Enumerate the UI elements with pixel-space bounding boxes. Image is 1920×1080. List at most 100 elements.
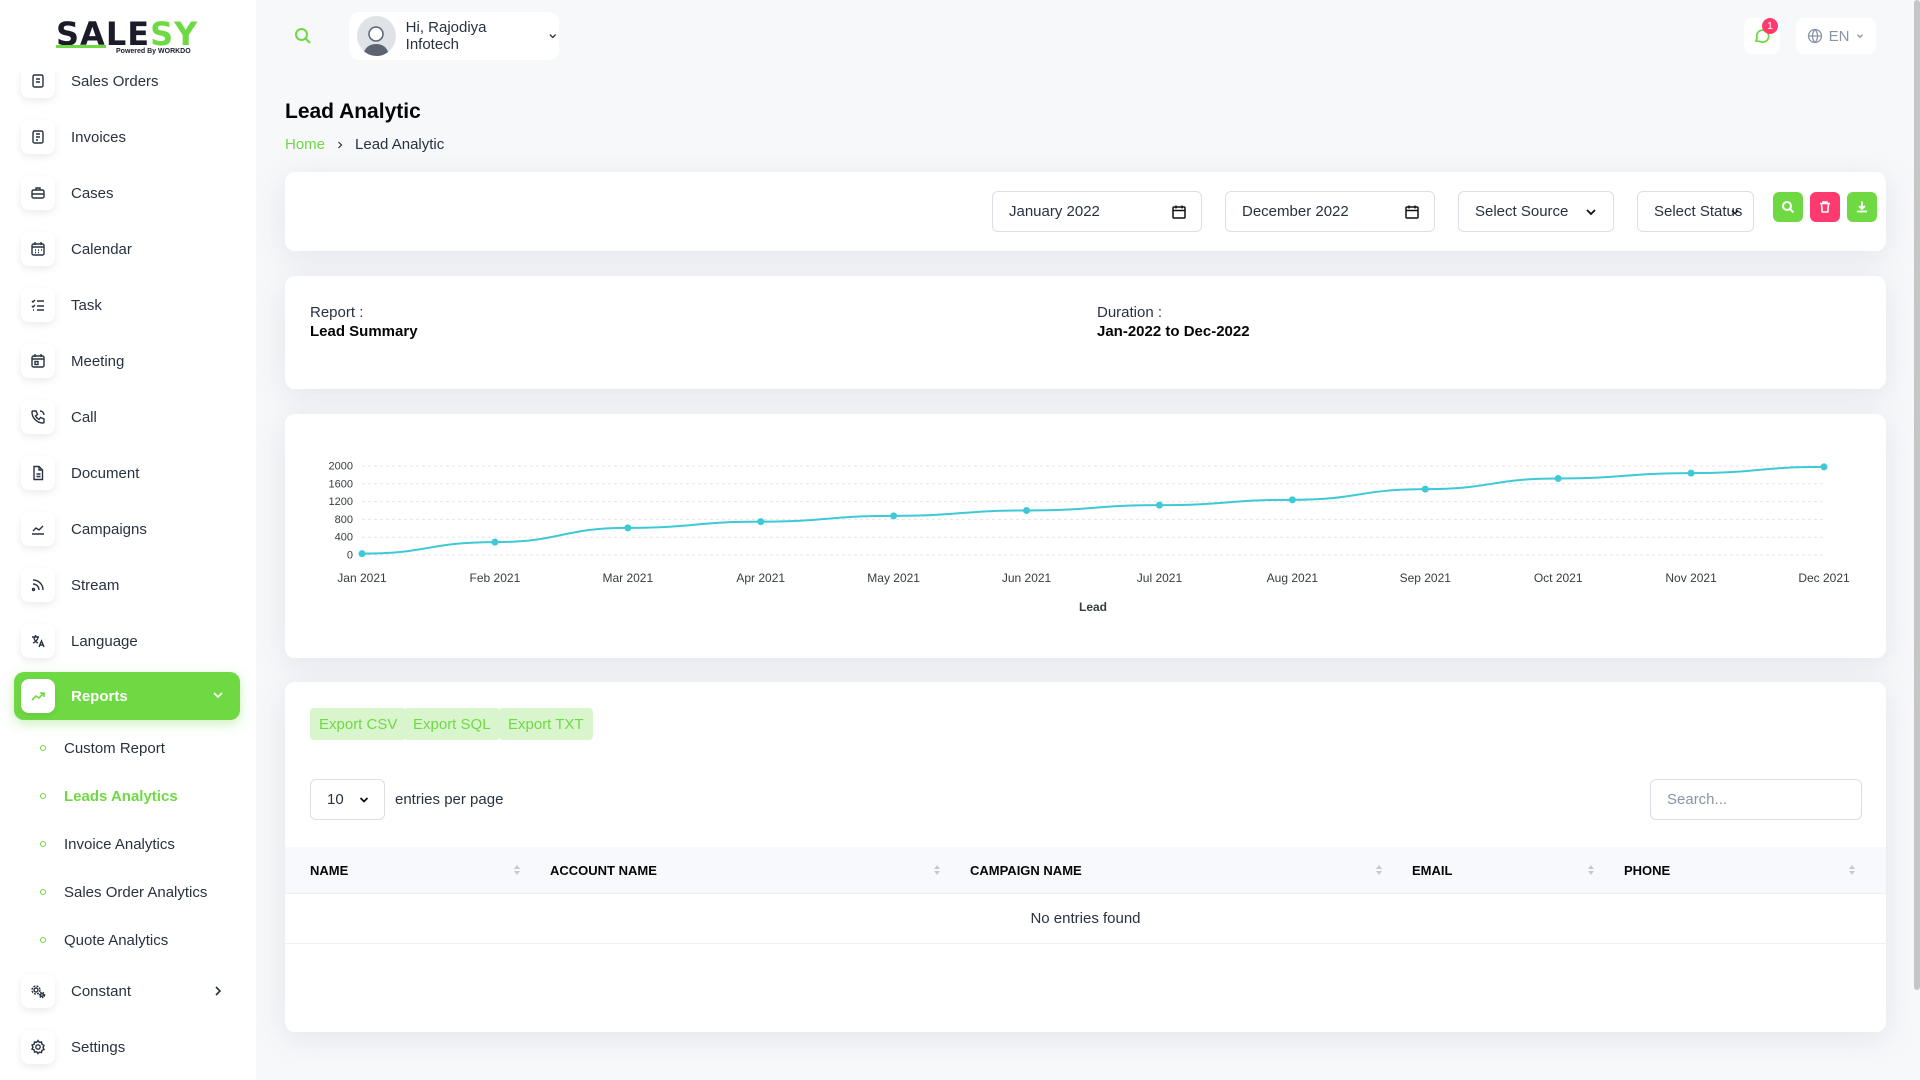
entries-per-page-select[interactable]: 10 (310, 779, 385, 820)
sort-icon[interactable] (513, 862, 521, 878)
sidebar-item-stream[interactable]: Stream (14, 562, 240, 608)
sidebar-item-constant[interactable]: Constant (14, 968, 240, 1014)
chart-x-tick-label: Jun 2021 (1002, 571, 1052, 585)
top-bar: Hi, Rajodiya Infotech 1 EN (256, 0, 1916, 72)
duration-value: Jan-2022 to Dec-2022 (1097, 323, 1250, 340)
briefcase-icon (21, 176, 55, 210)
sidebar-item-settings[interactable]: Settings (14, 1024, 240, 1070)
column-header-account-name[interactable]: ACCOUNT NAME (550, 863, 657, 878)
sidebar-item-label: Task (71, 296, 102, 314)
table-header: NAME ACCOUNT NAME CAMPAIGN NAME EMAIL PH… (285, 847, 1886, 894)
chart-x-tick-label: Nov 2021 (1665, 571, 1717, 585)
sidebar-item-label: Call (71, 408, 97, 426)
brand-logo[interactable]: SALESY Powered By WORKDO (0, 0, 256, 72)
chevron-down-icon (549, 34, 557, 39)
chart-y-tick-label: 0 (347, 550, 353, 562)
sidebar-subitem-invoice-analytics[interactable]: Invoice Analytics (40, 832, 175, 856)
sidebar-item-label: Stream (71, 576, 120, 594)
sidebar-item-label: Meeting (71, 352, 125, 370)
sidebar-item-campaigns[interactable]: Campaigns (14, 506, 240, 552)
chart-data-point (1554, 474, 1562, 482)
sort-icon[interactable] (933, 862, 941, 878)
end-month-input[interactable]: December 2022 (1225, 191, 1435, 232)
chart-data-point (1820, 463, 1828, 471)
column-header-campaign-name[interactable]: CAMPAIGN NAME (970, 863, 1082, 878)
sidebar: SALESY Powered By WORKDO Sales Orders In… (0, 0, 256, 1080)
sidebar-item-language[interactable]: Language (14, 618, 240, 664)
user-greeting: Hi, Rajodiya Infotech (405, 19, 487, 53)
sidebar-subitem-leads-analytics[interactable]: Leads Analytics (40, 784, 178, 808)
sidebar-item-meeting[interactable]: Meeting (14, 338, 240, 384)
chart-y-tick-label: 400 (335, 532, 353, 544)
sidebar-subitem-quote-analytics[interactable]: Quote Analytics (40, 928, 168, 952)
chart-x-tick-label: Feb 2021 (470, 571, 521, 585)
sidebar-item-cases[interactable]: Cases (14, 170, 240, 216)
sidebar-subitem-sales-order-analytics[interactable]: Sales Order Analytics (40, 880, 207, 904)
calendar-event-icon (21, 344, 55, 378)
report-summary-card: Report : Lead Summary Duration : Jan-202… (285, 276, 1886, 389)
lead-table-card: Export CSV Export SQL Export TXT 10 entr… (285, 682, 1886, 1032)
column-header-name[interactable]: NAME (310, 863, 349, 878)
sidebar-item-invoices[interactable]: Invoices (14, 114, 240, 160)
invoice-icon (21, 120, 55, 154)
chart-line-icon (21, 512, 55, 546)
export-txt-button[interactable]: Export TXT (499, 708, 593, 740)
messages-button[interactable]: 1 (1744, 18, 1780, 54)
sort-icon[interactable] (1587, 862, 1595, 878)
sidebar-item-label: Calendar (71, 240, 132, 258)
bullet-icon (40, 745, 46, 751)
chart-x-tick-label: May 2021 (867, 571, 920, 585)
sidebar-item-calendar[interactable]: Calendar (14, 226, 240, 272)
user-menu[interactable]: Hi, Rajodiya Infotech (349, 12, 559, 60)
start-month-input[interactable]: January 2022 (992, 191, 1202, 232)
search-icon (1782, 201, 1795, 214)
table-search-input[interactable] (1650, 779, 1862, 820)
chevron-right-icon (215, 986, 222, 996)
download-button[interactable] (1847, 192, 1877, 222)
sidebar-item-label: Cases (71, 184, 114, 202)
sort-icon[interactable] (1848, 862, 1856, 878)
sidebar-subitem-custom-report[interactable]: Custom Report (40, 736, 165, 760)
sort-icon[interactable] (1375, 862, 1383, 878)
sidebar-item-label: Settings (71, 1038, 126, 1056)
language-selector[interactable]: EN (1796, 18, 1876, 54)
chart-data-point (757, 518, 765, 526)
sidebar-item-label: Reports (71, 687, 128, 705)
chevron-down-icon (359, 797, 369, 803)
language-icon (21, 624, 55, 658)
chart-data-point (1288, 496, 1296, 504)
chart-data-point (1155, 501, 1163, 509)
duration-label: Duration : (1097, 304, 1163, 321)
chart-data-point (491, 538, 499, 546)
export-sql-button[interactable]: Export SQL (404, 708, 500, 740)
breadcrumb-home-link[interactable]: Home (285, 136, 326, 153)
status-select[interactable]: Select Status (1637, 191, 1754, 232)
rss-icon (21, 568, 55, 602)
reset-filter-button[interactable] (1810, 192, 1840, 222)
brand-name-part2: SY (150, 14, 199, 53)
language-code: EN (1828, 27, 1850, 45)
column-header-phone[interactable]: PHONE (1624, 863, 1671, 878)
source-select[interactable]: Select Source (1458, 191, 1614, 232)
apply-filter-button[interactable] (1773, 192, 1803, 222)
breadcrumb-current: Lead Analytic (355, 136, 445, 153)
sidebar-item-task[interactable]: Task (14, 282, 240, 328)
chart-x-tick-label: Jul 2021 (1137, 571, 1183, 585)
sidebar-item-document[interactable]: Document (14, 450, 240, 496)
chart-data-point (1023, 507, 1031, 514)
sidebar-item-label: Constant (71, 982, 132, 1000)
phone-icon (21, 400, 55, 434)
chart-x-tick-label: Jan 2021 (337, 571, 387, 585)
chart-x-tick-label: Oct 2021 (1534, 571, 1583, 585)
bullet-icon (40, 937, 46, 943)
export-csv-button[interactable]: Export CSV (310, 708, 407, 740)
chevron-down-icon (213, 692, 223, 699)
sidebar-item-call[interactable]: Call (14, 394, 240, 440)
sidebar-item-label: Language (71, 632, 138, 650)
chart-x-tick-label: Mar 2021 (602, 571, 653, 585)
sidebar-item-reports[interactable]: Reports (14, 672, 240, 720)
column-header-email[interactable]: EMAIL (1412, 863, 1453, 878)
sidebar-item-label: Sales Orders (71, 72, 159, 90)
header-search-button[interactable] (287, 20, 319, 52)
page-scrollbar[interactable] (1914, 0, 1920, 990)
